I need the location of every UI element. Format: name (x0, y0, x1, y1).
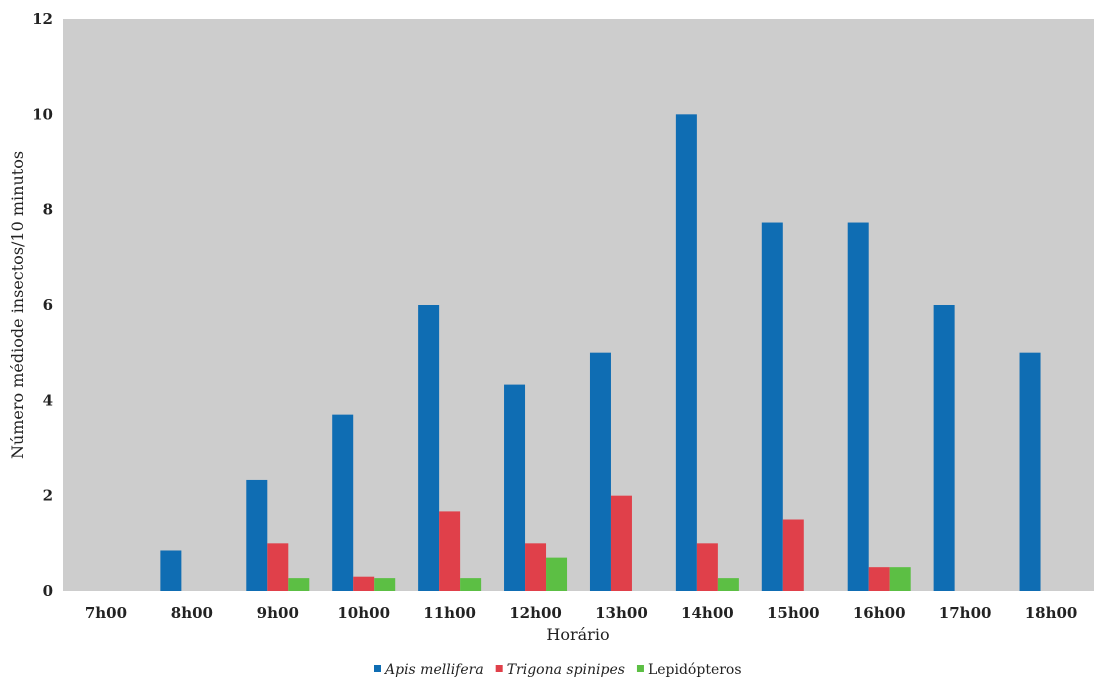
bar (353, 576, 375, 591)
bar (525, 543, 547, 591)
legend-label: Trigona spinipes (507, 662, 625, 678)
bar (460, 578, 482, 591)
y-tick-label: 0 (43, 582, 53, 600)
bar (288, 578, 310, 591)
y-tick-label: 8 (43, 201, 53, 219)
y-axis-ticks: 0 2 4 6 8 10 12 (32, 10, 53, 600)
bars-group (160, 114, 1041, 591)
x-axis-ticks: 7h00 8h00 9h00 10h00 11h00 12h00 13h00 14h00 15h… (85, 604, 1078, 622)
x-tick-label: 11h00 (423, 604, 476, 622)
bar (418, 305, 440, 591)
y-tick-label: 4 (43, 391, 53, 409)
bar (374, 578, 396, 591)
bar (696, 543, 718, 591)
x-tick-label: 17h00 (939, 604, 992, 622)
x-tick-label: 9h00 (257, 604, 299, 622)
legend: Apis mellifera Trigona spinipes Lepidópter… (374, 662, 742, 678)
y-tick-label: 2 (43, 487, 53, 505)
bar (546, 557, 568, 591)
bar (160, 550, 182, 591)
bar (847, 222, 869, 591)
legend-swatch (495, 665, 503, 672)
bar (267, 543, 289, 591)
legend-label: Apis mellifera (383, 662, 484, 678)
bar (868, 567, 890, 591)
bar (761, 222, 783, 591)
bar (889, 567, 911, 591)
bar (1019, 352, 1041, 591)
bar (933, 305, 955, 591)
bar (675, 114, 697, 591)
bar (439, 511, 461, 591)
x-tick-label: 18h00 (1025, 604, 1078, 622)
bar (332, 414, 354, 591)
x-tick-label: 15h00 (767, 604, 820, 622)
y-tick-label: 12 (32, 10, 53, 28)
x-tick-label: 14h00 (681, 604, 734, 622)
x-tick-label: 13h00 (595, 604, 648, 622)
x-tick-label: 8h00 (171, 604, 213, 622)
x-tick-label: 16h00 (853, 604, 906, 622)
y-tick-label: 10 (32, 105, 53, 123)
x-tick-label: 7h00 (85, 604, 127, 622)
legend-label: Lepidópteros (648, 662, 742, 678)
y-axis-title: Número médiode insectos/10 minutos (8, 151, 27, 459)
x-axis-title: Horário (546, 625, 609, 644)
x-tick-label: 12h00 (509, 604, 562, 622)
bar (504, 384, 526, 591)
bar (589, 352, 611, 591)
y-tick-label: 6 (43, 296, 53, 314)
legend-swatch (374, 665, 381, 672)
bar (782, 519, 804, 591)
bar (610, 495, 632, 591)
legend-swatch (636, 665, 644, 672)
bar (717, 578, 739, 591)
plot-area (63, 19, 1094, 591)
x-tick-label: 10h00 (337, 604, 390, 622)
bar (246, 479, 268, 591)
